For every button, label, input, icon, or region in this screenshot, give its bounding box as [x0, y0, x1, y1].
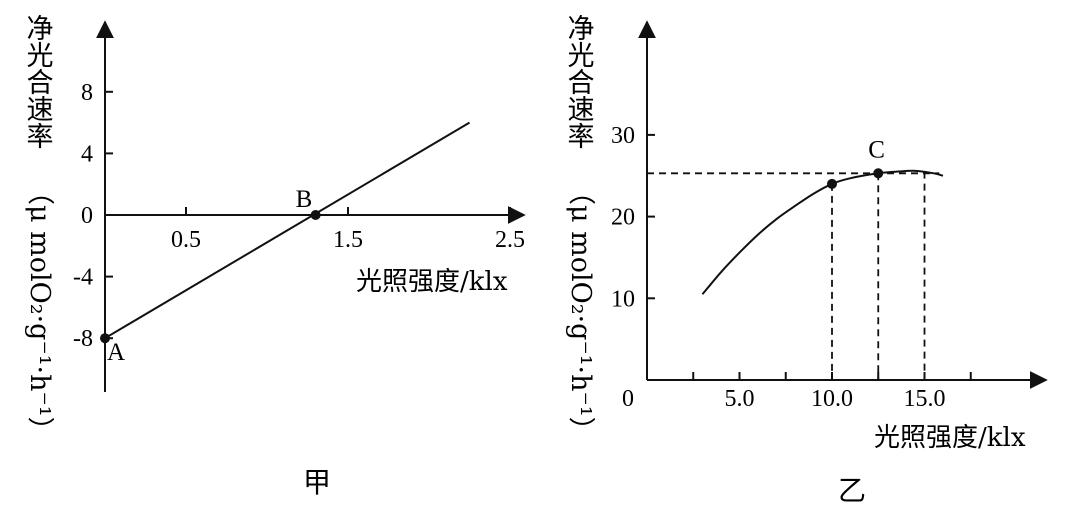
y-axis-title: 净光合速率 — [22, 14, 54, 149]
caption-jia: 甲 — [303, 466, 331, 499]
x-axis-title: 光照强度/klx — [874, 423, 1026, 453]
reference-lines — [647, 171, 940, 380]
y-axis-title: 净光合速率 — [563, 14, 595, 149]
y-tick-label: 10 — [611, 286, 635, 312]
x-tick-label: 2.5 — [495, 227, 525, 253]
chart-yi: 5.0 10.0 15.0 10 20 30 C 0 净光合速率 （μ molO₂·g⁻¹… — [563, 14, 1048, 507]
data-points: AB — [100, 186, 321, 366]
caption-yi: 乙 — [838, 474, 866, 507]
y-axis-unit: （μ molO₂·g⁻¹·h⁻¹） — [24, 178, 55, 444]
point-label: B — [296, 186, 313, 213]
x-tick-label: 10.0 — [811, 386, 853, 412]
x-axis-title: 光照强度/klx — [356, 267, 508, 297]
y-tick-label: 4 — [81, 141, 93, 167]
y-tick-label: 20 — [611, 205, 635, 231]
series-line — [104, 121, 471, 340]
point-marker — [827, 178, 837, 189]
point-marker — [310, 210, 321, 220]
origin-label: 0 — [622, 386, 634, 412]
tick-labels: 5.0 10.0 15.0 10 20 30 — [611, 123, 946, 412]
x-tick-label: 5.0 — [725, 386, 755, 412]
tick-labels: 0.5 1.5 2.5 8 4 0 -4 -8 — [73, 80, 525, 352]
data-points: C — [827, 136, 885, 189]
point-label: C — [868, 136, 885, 163]
y-tick-label: 0 — [81, 203, 93, 229]
y-tick-label: 30 — [611, 123, 635, 149]
point-marker — [100, 333, 110, 344]
y-tick-label: -8 — [73, 326, 93, 352]
y-axis-unit: （μ molO₂·g⁻¹·h⁻¹） — [565, 178, 596, 444]
y-tick-label: 8 — [81, 80, 93, 106]
x-tick-label: 0.5 — [171, 227, 201, 253]
x-tick-label: 1.5 — [333, 227, 363, 253]
y-axis-label: 净光合速率 （μ molO₂·g⁻¹·h⁻¹） — [563, 14, 597, 444]
point-marker — [873, 168, 884, 179]
y-axis-label: 净光合速率 （μ molO₂·g⁻¹·h⁻¹） — [22, 14, 56, 444]
x-tick-label: 15.0 — [904, 386, 946, 412]
point-label: A — [107, 339, 125, 366]
series-curve — [701, 169, 944, 295]
y-tick-label: -4 — [73, 265, 93, 291]
